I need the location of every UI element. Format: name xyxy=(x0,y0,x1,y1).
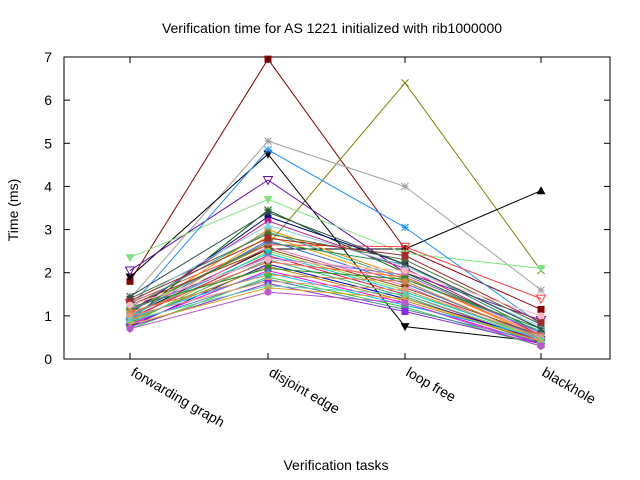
series-path xyxy=(129,274,542,341)
x-tick-label: forwarding graph xyxy=(129,364,228,430)
series-path xyxy=(129,237,542,323)
y-tick-label: 7 xyxy=(44,49,52,65)
series-path xyxy=(129,140,542,299)
data-point xyxy=(401,267,409,275)
series-path xyxy=(129,272,542,338)
series-path xyxy=(129,233,542,325)
y-tick-label: 3 xyxy=(44,222,52,238)
data-point xyxy=(401,277,409,285)
series-path xyxy=(129,267,542,330)
data-point xyxy=(125,273,135,282)
data-point xyxy=(124,266,136,277)
data-point xyxy=(401,79,409,87)
x-tick-label: disjoint edge xyxy=(267,364,343,417)
chart-title: Verification time for AS 1221 initialize… xyxy=(162,20,502,36)
series-line xyxy=(126,234,545,326)
series-line xyxy=(126,256,545,320)
data-point xyxy=(401,223,409,232)
data-point xyxy=(537,318,545,326)
data-point xyxy=(401,260,409,268)
data-point xyxy=(264,249,272,257)
data-point xyxy=(126,325,134,333)
data-point xyxy=(537,312,545,320)
series-path xyxy=(129,259,542,317)
series-line xyxy=(125,273,546,351)
series-path xyxy=(129,280,542,338)
plot-frame xyxy=(63,56,611,360)
data-point xyxy=(125,254,135,263)
y-axis-label: Time (ms) xyxy=(5,179,21,241)
series-path xyxy=(129,287,542,343)
data-point xyxy=(537,324,545,333)
series-line xyxy=(126,288,545,350)
data-point xyxy=(537,305,545,313)
data-point xyxy=(263,195,273,204)
data-point xyxy=(535,294,547,305)
x-axis-label: Verification tasks xyxy=(283,457,388,473)
series-path xyxy=(129,278,542,343)
data-point xyxy=(399,242,411,253)
y-tick-label: 6 xyxy=(44,92,52,108)
data-point xyxy=(536,186,546,195)
y-tick-label: 0 xyxy=(44,351,52,367)
data-point xyxy=(401,182,409,191)
data-point xyxy=(401,308,409,316)
data-point xyxy=(401,251,409,259)
data-point xyxy=(126,292,134,301)
series-line xyxy=(126,208,545,333)
data-point xyxy=(263,220,273,229)
plot-axes xyxy=(63,56,611,360)
data-point xyxy=(536,264,546,273)
y-tick-label: 5 xyxy=(44,135,52,151)
series-path xyxy=(129,254,542,343)
data-point xyxy=(537,286,545,294)
series-path xyxy=(129,248,542,336)
series-path xyxy=(129,270,542,345)
series-path xyxy=(129,252,542,338)
data-point xyxy=(264,234,272,242)
y-tick-label: 2 xyxy=(44,265,52,281)
x-tick-label: loop free xyxy=(404,364,459,405)
data-point xyxy=(262,175,274,186)
data-point xyxy=(264,256,272,264)
series-path xyxy=(129,291,542,347)
series-path xyxy=(129,149,542,325)
data-point xyxy=(264,208,272,217)
data-point xyxy=(401,299,409,307)
data-point xyxy=(264,145,272,154)
series-path xyxy=(129,285,542,341)
data-point xyxy=(126,297,134,305)
axis-ticks: 0 1 2 3 4 5 6 7 forwarding graph disjoint edge loo… xyxy=(44,49,610,430)
data-point xyxy=(126,301,134,309)
series-line xyxy=(124,175,547,326)
plot-series xyxy=(124,55,547,351)
y-tick-label: 4 xyxy=(44,178,52,194)
series-path xyxy=(129,58,542,310)
data-point xyxy=(400,323,410,332)
data-point xyxy=(263,281,273,290)
data-point xyxy=(264,288,272,296)
series-path xyxy=(129,211,542,330)
x-tick-label: blackhole xyxy=(540,364,599,408)
data-point xyxy=(537,342,545,350)
data-point xyxy=(264,137,272,145)
y-tick-label: 1 xyxy=(44,308,52,324)
